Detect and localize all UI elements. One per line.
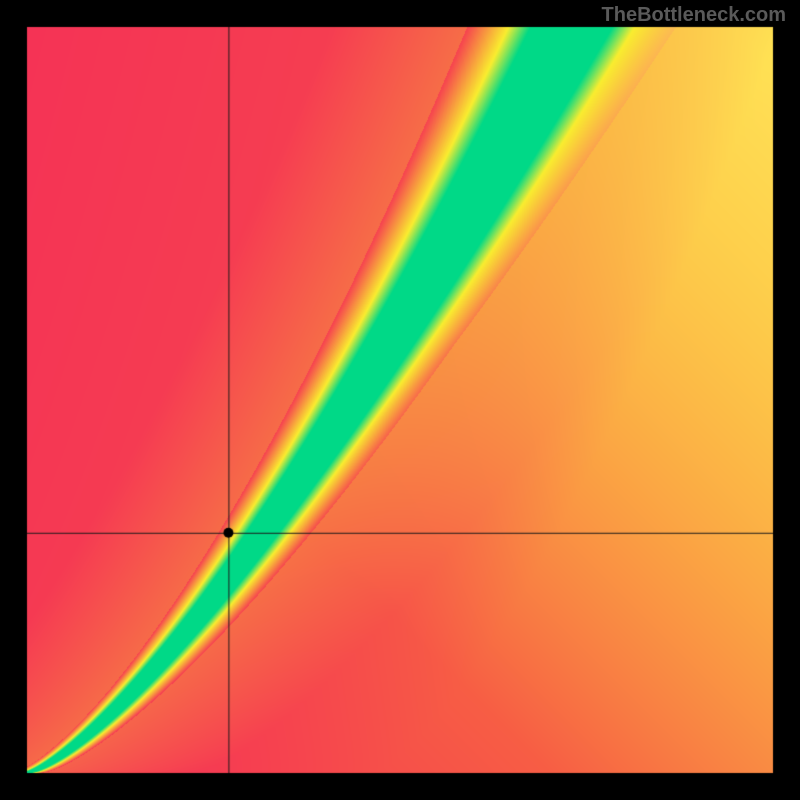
attribution-label: TheBottleneck.com bbox=[602, 4, 786, 27]
chart-container: TheBottleneck.com bbox=[0, 0, 800, 800]
heatmap-canvas bbox=[0, 0, 800, 800]
